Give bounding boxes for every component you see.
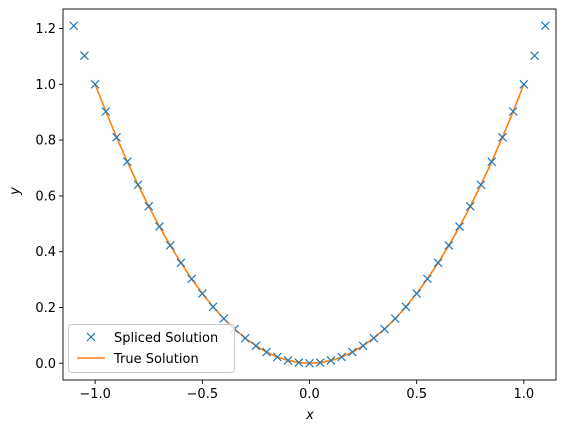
y-axis-label: y [8,187,23,196]
x-tick-label: 0.5 [406,387,427,402]
legend: Spliced Solution True Solution [68,324,235,373]
x-axis-label: x [305,408,314,423]
data-point-spliced-solution [155,222,164,232]
data-point-spliced-solution [219,314,229,324]
data-point-spliced-solution [476,180,486,190]
data-point-spliced-solution [455,222,464,232]
data-point-spliced-solution [122,157,132,167]
data-point-spliced-solution [144,201,154,211]
data-point-spliced-solution [80,51,89,61]
data-point-spliced-solution [112,132,122,142]
data-point-spliced-solution [358,341,368,351]
x-tick-label: 0.0 [299,387,320,402]
data-point-spliced-solution [530,51,539,61]
data-point-spliced-solution [283,356,293,365]
data-point-spliced-solution [401,302,411,312]
plot-area [69,21,550,368]
data-point-spliced-solution [176,258,186,268]
y-tick-label: 0.6 [35,189,56,204]
data-point-spliced-solution [101,107,111,116]
data-point-spliced-solution [208,302,218,312]
data-point-spliced-solution [369,333,379,343]
data-point-spliced-solution [187,274,197,284]
data-point-spliced-solution [540,21,550,31]
data-point-spliced-solution [133,180,143,190]
data-point-spliced-solution [251,341,261,351]
data-point-spliced-solution [69,21,79,31]
data-point-spliced-solution [240,333,250,343]
y-tick-label: 0.2 [35,301,56,316]
data-point-spliced-solution [337,352,347,362]
data-point-spliced-solution [412,289,422,298]
y-tick-label: 1.0 [35,78,56,93]
data-point-spliced-solution [390,314,400,324]
data-point-spliced-solution [444,240,454,250]
y-tick-label: 1.2 [35,22,56,37]
data-point-spliced-solution [262,347,272,357]
data-point-spliced-solution [347,347,357,357]
data-point-spliced-solution [326,356,336,365]
data-point-spliced-solution [508,107,518,116]
legend-marker-spliced-solution [86,332,96,342]
data-point-spliced-solution [465,201,475,211]
data-point-spliced-solution [433,258,443,268]
x-tick-label: 1.0 [514,387,535,402]
x-tick-label: −1.0 [79,387,111,402]
data-point-spliced-solution [497,132,507,142]
data-point-spliced-solution [422,274,432,284]
legend-box [68,324,235,373]
data-point-spliced-solution [272,352,282,362]
axes: −1.0 −0.5 0.0 0.5 1.0 0.0 0.2 0.4 0.6 0.8 1.0 1.2 [35,8,557,402]
y-tick-label: 0.4 [35,245,56,260]
y-tick-label: 0.0 [35,357,56,372]
data-point-spliced-solution [90,79,100,89]
data-point-spliced-solution [315,358,325,367]
data-point-spliced-solution [294,358,304,367]
data-point-spliced-solution [519,79,529,89]
x-tick-label: −0.5 [187,387,219,402]
data-point-spliced-solution [380,324,389,334]
data-point-spliced-solution [165,240,175,250]
data-point-spliced-solution [305,358,314,368]
legend-label-spliced-solution: Spliced Solution [114,331,218,346]
y-tick-label: 0.8 [35,134,56,149]
data-point-spliced-solution [487,157,497,167]
data-point-spliced-solution [197,289,207,298]
legend-label-true-solution: True Solution [113,352,199,367]
